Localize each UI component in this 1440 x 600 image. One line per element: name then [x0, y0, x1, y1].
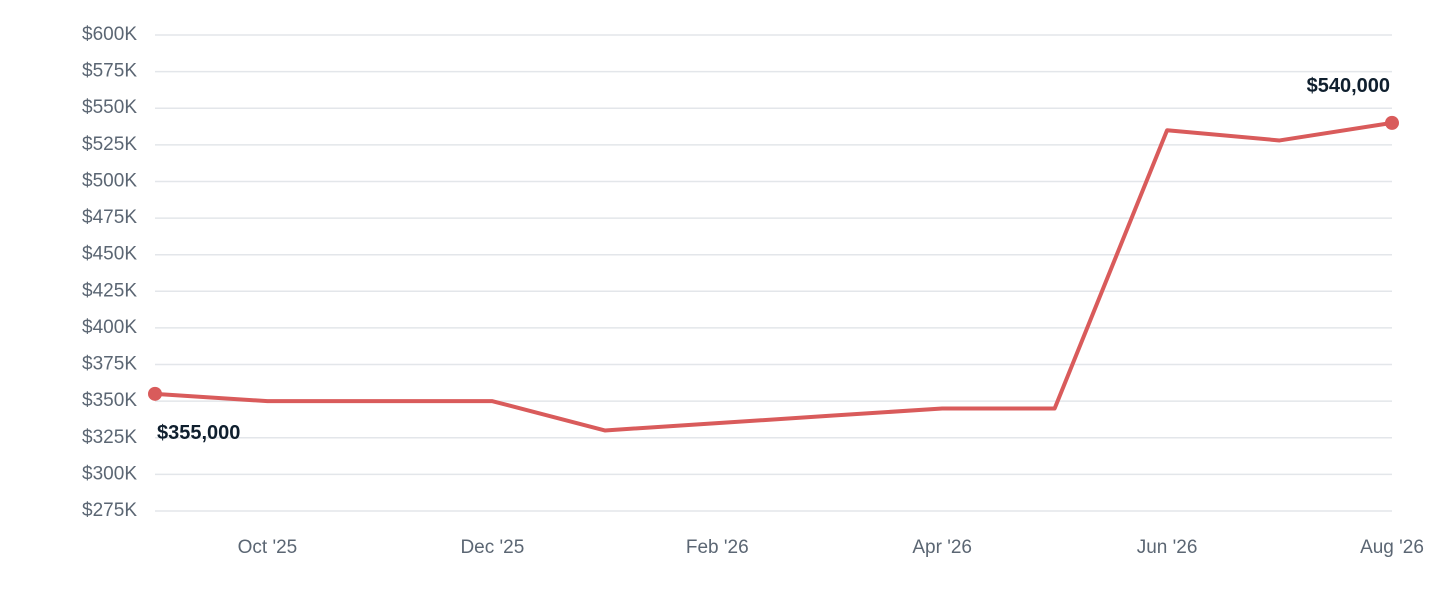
x-tick-label: Dec '25	[460, 537, 524, 558]
x-tick-label: Apr '26	[912, 537, 972, 558]
y-tick-label: $575K	[82, 61, 137, 82]
y-tick-label: $550K	[82, 97, 137, 118]
point	[148, 386, 162, 401]
y-tick-label: $375K	[82, 354, 137, 375]
y-tick-label: $400K	[82, 317, 137, 338]
x-tick-label: Aug '26	[1360, 537, 1424, 558]
y-tick-label: $450K	[82, 244, 137, 265]
y-tick-label: $350K	[82, 390, 137, 411]
point	[1385, 115, 1399, 130]
y-tick-label: $600K	[82, 24, 137, 45]
x-tick-label: Oct '25	[238, 537, 298, 558]
y-tick-label: $325K	[82, 427, 137, 448]
value-label: $540,000	[1307, 75, 1390, 97]
y-tick-label: $500K	[82, 170, 137, 191]
y-tick-label: $475K	[82, 207, 137, 228]
y-tick-label: $525K	[82, 134, 137, 155]
value-label: $355,000	[157, 422, 240, 444]
y-tick-label: $275K	[82, 500, 137, 521]
x-tick-label: Feb '26	[686, 537, 749, 558]
y-tick-label: $425K	[82, 280, 137, 301]
line	[154, 120, 1393, 433]
y-tick-label: $300K	[82, 463, 137, 484]
x-tick-label: Jun '26	[1137, 537, 1198, 558]
